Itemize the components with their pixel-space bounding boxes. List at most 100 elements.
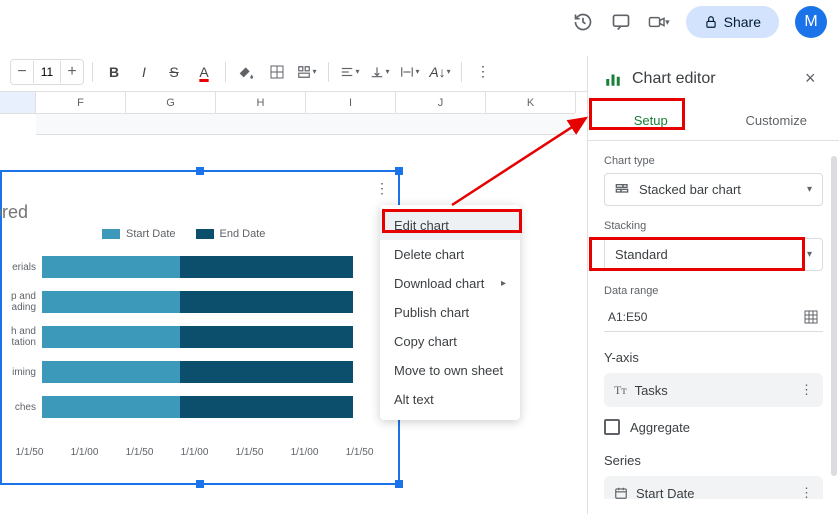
merge-cells-button[interactable]: ▾: [294, 59, 320, 85]
resize-handle[interactable]: [395, 480, 403, 488]
legend-item: Start Date: [102, 228, 176, 240]
chart-context-menu: Edit chartDelete chartDownload chart▸Pub…: [380, 205, 520, 420]
context-menu-item[interactable]: Copy chart: [380, 327, 520, 356]
context-menu-item[interactable]: Publish chart: [380, 298, 520, 327]
col-header-blank[interactable]: [0, 92, 36, 113]
legend-swatch: [196, 229, 214, 239]
bar-row: ches: [2, 392, 387, 422]
col-header[interactable]: I: [306, 92, 396, 113]
chart-legend: Start Date End Date: [102, 228, 265, 240]
chart-editor-panel: Chart editor × Setup Customize Chart typ…: [587, 56, 839, 514]
context-menu-item[interactable]: Download chart▸: [380, 269, 520, 298]
chevron-down-icon: ▾: [807, 184, 812, 195]
col-header[interactable]: J: [396, 92, 486, 113]
chart-type-label: Chart type: [604, 155, 823, 167]
chart-type-select[interactable]: Stacked bar chart ▾: [604, 173, 823, 206]
bar-segment: [180, 326, 353, 348]
fontsize-decrease[interactable]: −: [11, 60, 33, 84]
resize-handle[interactable]: [395, 167, 403, 175]
bar-label: ches: [2, 402, 42, 413]
fontsize-increase[interactable]: +: [61, 60, 83, 84]
close-icon[interactable]: ×: [805, 68, 823, 89]
chart-menu-icon[interactable]: ⋮: [374, 180, 390, 197]
bar-label: iming: [2, 367, 42, 378]
resize-handle[interactable]: [196, 480, 204, 488]
grid-icon[interactable]: [803, 309, 819, 325]
avatar[interactable]: M: [795, 6, 827, 38]
text-color-button[interactable]: A: [191, 59, 217, 85]
checkbox[interactable]: [604, 419, 620, 435]
more-icon[interactable]: ⋮: [800, 382, 813, 398]
history-icon[interactable]: [572, 11, 594, 33]
editor-title: Chart editor: [632, 70, 795, 88]
resize-handle[interactable]: [196, 167, 204, 175]
series-section-label: Series: [604, 453, 823, 468]
chart-title: ored: [0, 202, 28, 223]
more-icon[interactable]: ⋮: [800, 485, 813, 499]
data-range-input[interactable]: A1:E50: [604, 303, 823, 332]
context-menu-item[interactable]: Move to own sheet: [380, 356, 520, 385]
bar-segment: [180, 361, 353, 383]
borders-button[interactable]: [264, 59, 290, 85]
more-button[interactable]: ⋮: [470, 59, 496, 85]
strikethrough-button[interactable]: S: [161, 59, 187, 85]
bar-label: p andading: [2, 291, 42, 313]
fill-color-button[interactable]: [234, 59, 260, 85]
aggregate-checkbox-row[interactable]: Aggregate: [604, 419, 823, 435]
xaxis-tick: 1/1/50: [332, 447, 387, 458]
xaxis-tick: 1/1/50: [222, 447, 277, 458]
context-menu-item[interactable]: Alt text: [380, 385, 520, 414]
xaxis-tick: 1/1/00: [167, 447, 222, 458]
stacking-label: Stacking: [604, 220, 823, 232]
legend-item: End Date: [196, 228, 266, 240]
col-header[interactable]: K: [486, 92, 576, 113]
context-menu-item[interactable]: Edit chart: [380, 211, 520, 240]
stacked-bar-icon: [615, 183, 631, 197]
bar-segment: [42, 291, 180, 313]
bold-button[interactable]: B: [101, 59, 127, 85]
meet-icon[interactable]: ▾: [648, 11, 670, 33]
bar-track: [42, 256, 387, 278]
bar-label: erials: [2, 262, 42, 273]
legend-swatch: [102, 229, 120, 239]
bar-segment: [180, 256, 353, 278]
top-actions: ▾ Share M: [572, 6, 827, 38]
tab-customize[interactable]: Customize: [714, 101, 839, 140]
bar-segment: [42, 256, 180, 278]
valign-button[interactable]: ▾: [367, 59, 393, 85]
col-header[interactable]: G: [126, 92, 216, 113]
chevron-down-icon: ▾: [807, 249, 812, 260]
editor-header: Chart editor ×: [588, 56, 839, 101]
xaxis-tick: 1/1/50: [2, 447, 57, 458]
chevron-right-icon: ▸: [501, 278, 506, 289]
scrollbar[interactable]: [831, 156, 837, 476]
column-headers: F G H I J K: [0, 92, 575, 114]
bar-track: [42, 326, 387, 348]
xaxis-tick: 1/1/00: [277, 447, 332, 458]
context-menu-item[interactable]: Delete chart: [380, 240, 520, 269]
tab-setup[interactable]: Setup: [588, 101, 714, 140]
bar-label: h andtation: [2, 326, 42, 348]
bar-track: [42, 396, 387, 418]
bar-segment: [42, 361, 180, 383]
bar-row: iming: [2, 357, 387, 387]
bar-segment: [42, 326, 180, 348]
col-header[interactable]: H: [216, 92, 306, 113]
chart-object[interactable]: ⋮ ored Start Date End Date erials p anda…: [0, 170, 400, 485]
series-pill[interactable]: Start Date ⋮: [604, 476, 823, 499]
text-icon: Tᴛ: [614, 383, 627, 398]
wrap-button[interactable]: ▾: [397, 59, 423, 85]
fontsize-value[interactable]: 11: [33, 61, 61, 83]
rotation-button[interactable]: A↓▾: [427, 59, 453, 85]
col-header[interactable]: F: [36, 92, 126, 113]
italic-button[interactable]: I: [131, 59, 157, 85]
bar-segment: [180, 396, 353, 418]
yaxis-section-label: Y-axis: [604, 350, 823, 365]
editor-tabs: Setup Customize: [588, 101, 839, 141]
yaxis-pill[interactable]: Tᴛ Tasks ⋮: [604, 373, 823, 407]
comment-icon[interactable]: [610, 11, 632, 33]
share-button[interactable]: Share: [686, 6, 779, 38]
align-button[interactable]: ▾: [337, 59, 363, 85]
chart-icon: [604, 70, 622, 88]
stacking-select[interactable]: Standard ▾: [604, 238, 823, 271]
